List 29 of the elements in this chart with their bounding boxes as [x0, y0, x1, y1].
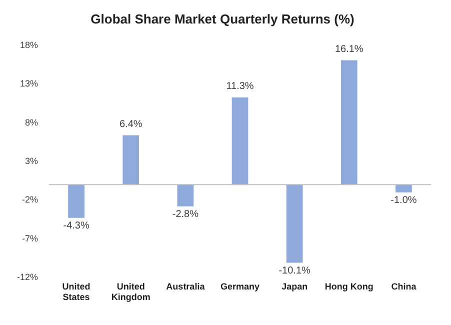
bar — [68, 184, 84, 218]
y-tick-label: 3% — [24, 156, 38, 166]
bar — [232, 97, 248, 185]
x-tick-label: Hong Kong — [324, 281, 374, 292]
data-label: -2.8% — [172, 209, 199, 220]
chart-title: Global Share Market Quarterly Returns (%) — [90, 11, 354, 26]
y-tick-label: -2% — [22, 194, 38, 205]
bar — [177, 184, 194, 206]
x-tick-label: Japan — [282, 281, 308, 292]
bar — [122, 135, 140, 185]
bar — [286, 184, 303, 263]
y-tick-label: 13% — [20, 78, 38, 89]
bar — [340, 60, 358, 185]
bar — [396, 184, 412, 192]
y-tick-label: -12% — [16, 272, 38, 282]
data-label: 6.4% — [119, 118, 142, 130]
y-tick-label: 8% — [24, 117, 38, 128]
data-label: -10.1% — [278, 265, 311, 276]
x-tick-label: United Kingdom — [111, 281, 150, 302]
x-tick-label: Germany — [220, 281, 260, 292]
data-label: 11.3% — [226, 81, 254, 92]
x-tick-label: Australia — [166, 281, 206, 292]
x-tick-label: China — [391, 281, 418, 292]
y-tick-label: -7% — [22, 233, 38, 244]
y-tick-label: 18% — [20, 40, 38, 50]
data-label: -1.0% — [390, 195, 417, 206]
data-label: -4.3% — [63, 220, 90, 232]
data-label: 16.1% — [334, 44, 364, 56]
x-tick-label: United States — [62, 281, 90, 302]
